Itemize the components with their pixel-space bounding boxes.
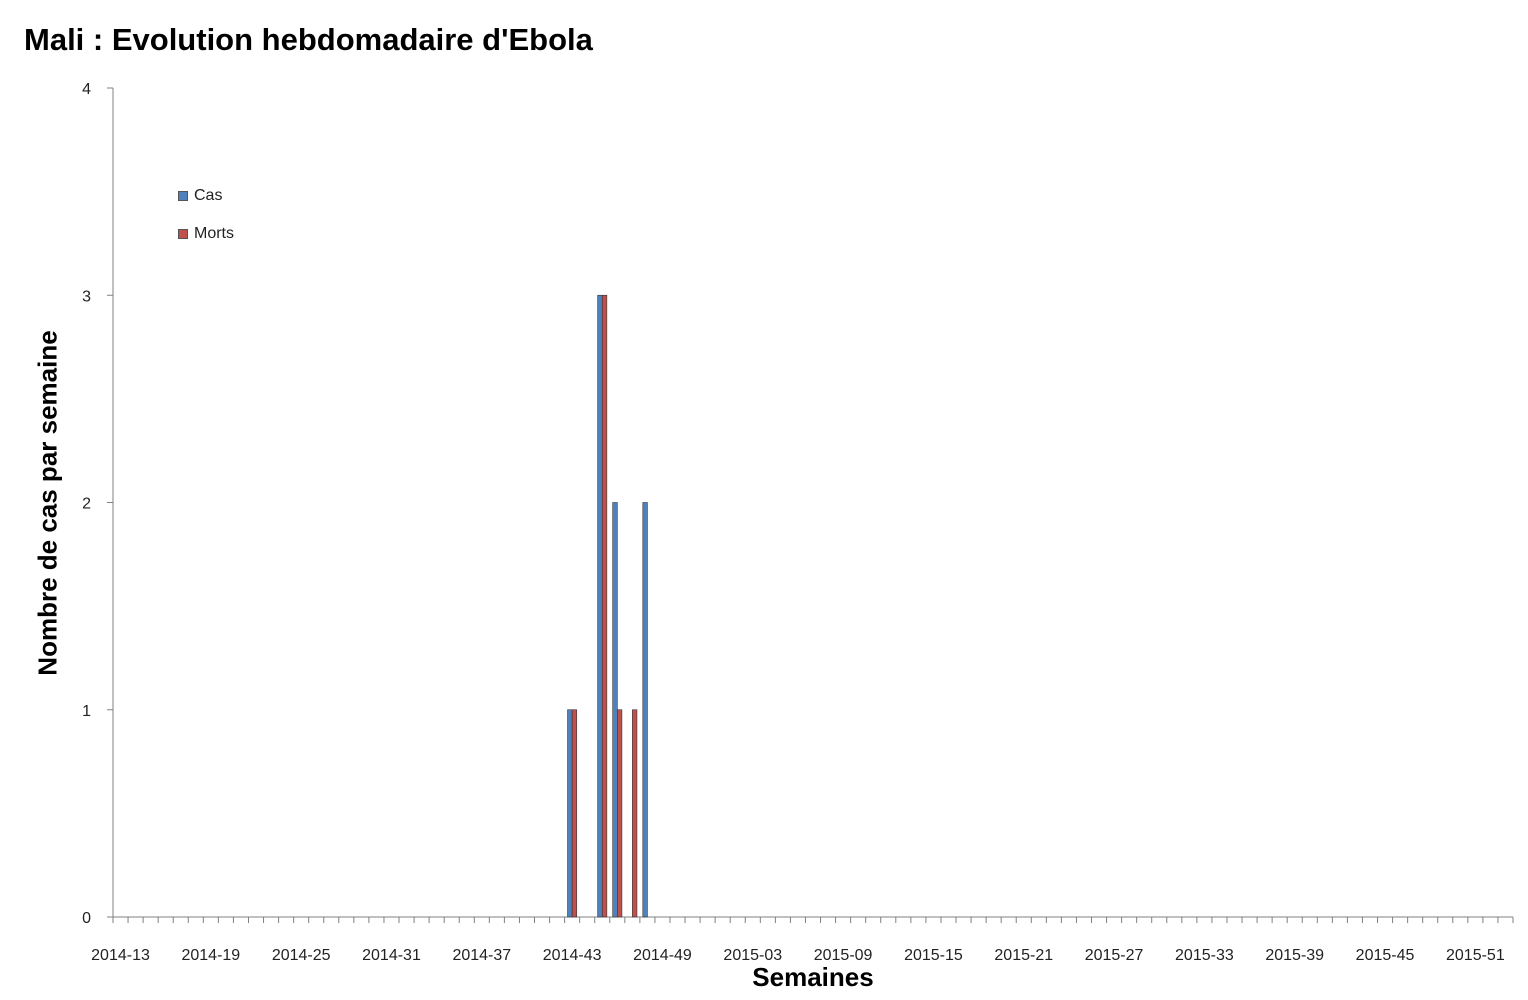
x-tick-label: 2015-21 xyxy=(994,947,1053,964)
x-tick-label: 2014-31 xyxy=(362,947,421,964)
x-tick-label: 2014-19 xyxy=(181,947,240,964)
x-tick-label: 2015-27 xyxy=(1085,947,1144,964)
x-tick-label: 2015-45 xyxy=(1356,947,1415,964)
bar-morts-2014-47 xyxy=(632,709,638,918)
y-axis-label: Nombre de cas par semaine xyxy=(32,330,63,676)
x-tick-label: 2014-37 xyxy=(452,947,511,964)
y-tick-label: 1 xyxy=(82,703,91,720)
bar-morts-2014-43 xyxy=(571,709,578,918)
legend-item-cas: Cas xyxy=(178,186,234,206)
x-tick-label: 2015-39 xyxy=(1265,947,1324,964)
y-tick-label: 2 xyxy=(82,496,91,513)
legend-label-morts: Morts xyxy=(194,225,234,242)
legend: Cas Morts xyxy=(178,186,234,262)
legend-label-cas: Cas xyxy=(194,187,223,204)
chart-title: Mali : Evolution hebdomadaire d'Ebola xyxy=(24,22,593,57)
bar-cas-2014-43 xyxy=(567,709,573,918)
x-tick-label: 2015-51 xyxy=(1446,947,1505,964)
legend-swatch-morts xyxy=(178,229,188,239)
x-tick-label: 2014-13 xyxy=(91,947,150,964)
bar-cas-2014-48 xyxy=(642,502,648,918)
x-tick-label: 2015-09 xyxy=(814,947,873,964)
y-tick-label: 0 xyxy=(82,910,91,927)
x-axis-label: Semaines xyxy=(752,962,874,992)
x-tick-label: 2015-33 xyxy=(1175,947,1234,964)
x-tick-label: 2014-25 xyxy=(272,947,331,964)
x-tick-label: 2014-49 xyxy=(633,947,692,964)
x-tick-label: 2015-15 xyxy=(904,947,963,964)
bar-morts-2014-46 xyxy=(617,709,623,918)
x-tick-label: 2014-43 xyxy=(543,947,602,964)
bar-cas-2014-46 xyxy=(612,502,618,918)
x-tick-label: 2015-03 xyxy=(723,947,782,964)
legend-item-morts: Morts xyxy=(178,224,234,244)
bar-cas-2014-45 xyxy=(597,294,603,918)
bar-morts-2014-45 xyxy=(601,294,608,918)
y-tick-label: 3 xyxy=(82,288,91,305)
y-tick-label: 4 xyxy=(82,81,91,98)
legend-swatch-cas xyxy=(178,191,188,201)
